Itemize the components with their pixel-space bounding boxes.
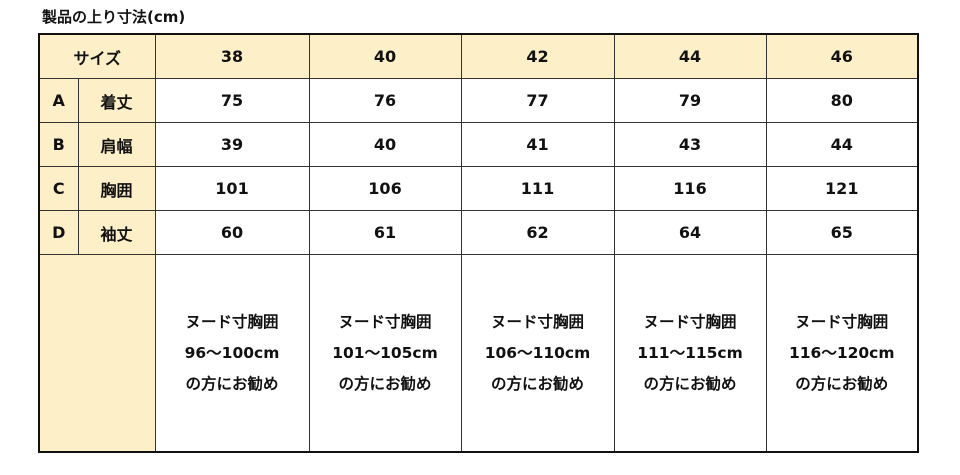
recommend-cell: ヌード寸胸囲 106〜110cm の方にお勧め <box>460 254 615 453</box>
size-header: 42 <box>460 33 615 79</box>
value-cell: 44 <box>765 122 919 167</box>
value-cell: 80 <box>765 78 919 123</box>
value-cell: 106 <box>308 166 462 211</box>
size-header: 38 <box>154 33 310 79</box>
row-name: 肩幅 <box>77 122 156 167</box>
recommend-cell: ヌード寸胸囲 116〜120cm の方にお勧め <box>765 254 919 453</box>
row-name: 袖丈 <box>77 210 156 255</box>
size-header: 44 <box>613 33 767 79</box>
value-cell: 39 <box>154 122 310 167</box>
row-code: B <box>38 122 79 167</box>
table-row: C 胸囲 101 106 111 116 121 <box>38 166 919 211</box>
table-row: B 肩幅 39 40 41 43 44 <box>38 122 919 167</box>
value-cell: 43 <box>613 122 767 167</box>
row-code: A <box>38 78 79 123</box>
table-row: A 着丈 75 76 77 79 80 <box>38 78 919 123</box>
value-cell: 116 <box>613 166 767 211</box>
value-cell: 62 <box>460 210 615 255</box>
value-cell: 61 <box>308 210 462 255</box>
value-cell: 77 <box>460 78 615 123</box>
value-cell: 40 <box>308 122 462 167</box>
value-cell: 79 <box>613 78 767 123</box>
table-row: D 袖丈 60 61 62 64 65 <box>38 210 919 255</box>
value-cell: 76 <box>308 78 462 123</box>
value-cell: 64 <box>613 210 767 255</box>
value-cell: 75 <box>154 78 310 123</box>
value-cell: 60 <box>154 210 310 255</box>
size-table: サイズ 38 40 42 44 46 A 着丈 75 76 77 79 80 B 肩幅 39 40 4… <box>38 33 919 453</box>
table-title: 製品の上り寸法(cm) <box>42 8 186 26</box>
row-code: C <box>38 166 79 211</box>
recommend-cell: ヌード寸胸囲 101〜105cm の方にお勧め <box>308 254 462 453</box>
value-cell: 101 <box>154 166 310 211</box>
value-cell: 41 <box>460 122 615 167</box>
value-cell: 111 <box>460 166 615 211</box>
recommend-row: ヌード寸胸囲 96〜100cm の方にお勧め ヌード寸胸囲 101〜105cm の方にお… <box>38 254 919 453</box>
size-label: サイズ <box>38 33 156 79</box>
recommend-cell: ヌード寸胸囲 111〜115cm の方にお勧め <box>613 254 767 453</box>
value-cell: 121 <box>765 166 919 211</box>
recommend-cell: ヌード寸胸囲 96〜100cm の方にお勧め <box>154 254 310 453</box>
row-name: 着丈 <box>77 78 156 123</box>
size-header: 46 <box>765 33 919 79</box>
empty-cell <box>38 254 156 453</box>
value-cell: 65 <box>765 210 919 255</box>
header-row: サイズ 38 40 42 44 46 <box>38 33 919 79</box>
size-header: 40 <box>308 33 462 79</box>
row-code: D <box>38 210 79 255</box>
row-name: 胸囲 <box>77 166 156 211</box>
